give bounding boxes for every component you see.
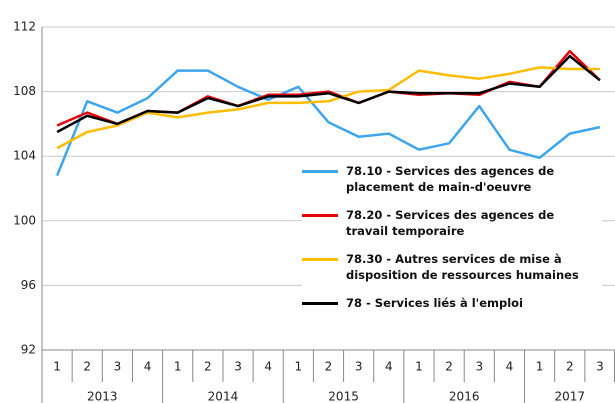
y-tick-label: 104 [13,149,36,163]
legend-swatch [302,302,338,305]
year-label: 2013 [87,390,118,403]
legend-swatch [302,214,338,217]
x-tick-label: 3 [355,360,363,374]
x-tick-label: 1 [536,360,544,374]
series-line [56,54,601,134]
legend-entry: 78.30 - Autres services de mise à dispos… [302,251,602,283]
series-line [55,69,601,177]
y-tick-label: 108 [13,84,36,98]
legend-entry: 78.20 - Services des agences de travail … [302,207,602,239]
series-line [56,66,600,150]
legend-label: 78.30 - Autres services de mise à dispos… [346,252,579,282]
x-tick-label: 2 [445,360,453,374]
year-label: 2015 [328,390,359,403]
x-tick-label: 1 [295,360,303,374]
x-tick-label: 4 [385,360,393,374]
x-tick-label: 4 [506,360,514,374]
legend-label: 78.10 - Services des agences de placemen… [346,164,555,194]
legend: 78.10 - Services des agences de placemen… [302,163,602,323]
x-tick-label: 1 [415,360,423,374]
year-label: 2014 [208,390,239,403]
year-label: 2016 [449,390,480,403]
x-tick-label: 2 [83,360,91,374]
x-tick-label: 2 [204,360,212,374]
x-tick-label: 2 [325,360,333,374]
x-tick-label: 3 [234,360,242,374]
x-tick-label: 2 [566,360,574,374]
x-tick-label: 3 [475,360,483,374]
legend-entry: 78 - Services liés à l'emploi [302,295,602,311]
x-tick-label: 1 [53,360,61,374]
x-tick-label: 1 [174,360,182,374]
y-tick-label: 112 [13,20,36,34]
legend-swatch [302,170,338,173]
x-tick-label: 4 [264,360,272,374]
y-tick-label: 100 [13,213,36,227]
y-tick-label: 96 [21,278,36,292]
x-tick-label: 4 [144,360,152,374]
legend-entry: 78.10 - Services des agences de placemen… [302,163,602,195]
x-tick-label: 3 [596,360,604,374]
y-tick-label: 92 [21,343,36,357]
legend-swatch [302,258,338,261]
legend-label: 78 - Services liés à l'emploi [346,296,523,310]
x-tick-label: 3 [114,360,122,374]
year-label: 2017 [554,390,585,403]
legend-label: 78.20 - Services des agences de travail … [346,208,555,238]
